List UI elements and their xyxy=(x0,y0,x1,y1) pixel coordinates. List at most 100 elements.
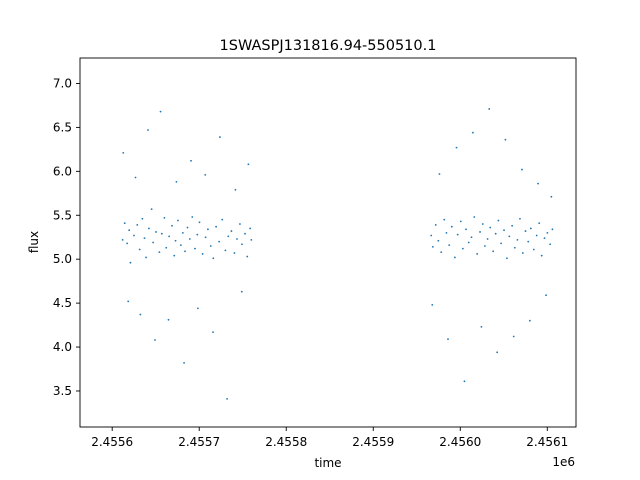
data-point xyxy=(155,231,157,233)
data-point xyxy=(249,227,252,230)
data-point xyxy=(508,235,511,238)
data-point xyxy=(480,325,483,328)
data-point xyxy=(527,240,530,243)
data-point xyxy=(516,238,519,241)
data-point xyxy=(512,335,515,338)
data-point xyxy=(459,220,462,223)
data-point xyxy=(471,131,474,134)
data-point xyxy=(241,243,243,246)
data-point xyxy=(549,243,552,246)
data-point xyxy=(168,235,171,238)
data-point xyxy=(224,249,227,252)
data-point xyxy=(123,222,126,225)
y-tick-label: 4.0 xyxy=(53,340,72,354)
data-point xyxy=(141,217,144,220)
data-point xyxy=(194,247,196,250)
x-tick-label: 2.4558 xyxy=(265,435,307,449)
data-point xyxy=(465,228,467,231)
data-point xyxy=(134,176,137,179)
data-point xyxy=(511,224,514,227)
plot-frame xyxy=(79,57,577,428)
data-point xyxy=(492,250,495,253)
data-point xyxy=(227,235,230,238)
data-point xyxy=(152,241,154,244)
data-point xyxy=(521,252,524,254)
data-point xyxy=(519,217,521,220)
data-point xyxy=(463,380,466,383)
data-point xyxy=(207,228,209,231)
data-point xyxy=(129,261,132,264)
data-point xyxy=(448,244,451,247)
data-point xyxy=(494,232,497,235)
data-point xyxy=(179,244,182,247)
data-point xyxy=(218,240,221,243)
x-tick-label: 2.4560 xyxy=(439,435,481,449)
data-point xyxy=(212,257,215,260)
data-point xyxy=(481,223,484,225)
data-point xyxy=(486,238,489,240)
data-point xyxy=(212,331,214,334)
data-point xyxy=(226,397,228,400)
data-point xyxy=(145,256,147,259)
data-point xyxy=(201,253,204,255)
data-point xyxy=(476,253,479,255)
x-axis-label: time xyxy=(314,456,341,470)
data-point xyxy=(173,254,176,257)
data-point xyxy=(163,217,166,219)
y-axis: 3.5 4.0 4.5 5.0 5.5 6.0 6.5 7.0 xyxy=(53,76,80,398)
data-point xyxy=(456,233,459,236)
data-point xyxy=(177,219,179,222)
data-point xyxy=(198,221,201,224)
data-point xyxy=(470,236,473,239)
data-point xyxy=(529,227,532,230)
data-point xyxy=(497,219,500,222)
data-point xyxy=(431,245,434,248)
data-point xyxy=(181,231,184,234)
data-point xyxy=(450,225,453,228)
data-point xyxy=(128,229,131,232)
y-tick-label: 4.5 xyxy=(53,296,72,310)
data-point xyxy=(535,234,538,237)
x-tick-label: 2.4556 xyxy=(91,435,133,449)
data-point xyxy=(133,234,135,237)
data-point xyxy=(239,223,241,225)
data-point xyxy=(503,229,505,232)
y-axis-label: flux xyxy=(27,231,41,253)
data-point xyxy=(504,138,507,141)
data-point xyxy=(204,236,207,239)
data-point xyxy=(543,237,546,240)
data-point xyxy=(139,313,142,316)
y-tick-label: 3.5 xyxy=(53,384,72,398)
data-point xyxy=(186,226,189,229)
y-tick-label: 6.5 xyxy=(53,120,72,134)
data-point xyxy=(506,257,508,260)
data-point xyxy=(197,307,199,310)
data-point xyxy=(473,216,476,218)
data-point xyxy=(438,173,441,175)
data-point xyxy=(236,238,238,240)
data-point xyxy=(246,255,249,258)
data-point xyxy=(221,218,224,221)
data-point xyxy=(483,245,486,247)
data-point xyxy=(188,238,191,240)
data-point xyxy=(160,232,163,235)
data-point xyxy=(154,339,156,341)
data-point xyxy=(455,146,458,149)
data-point xyxy=(430,234,433,237)
data-point xyxy=(136,224,139,226)
data-point xyxy=(437,239,440,242)
data-point xyxy=(537,182,539,185)
data-point xyxy=(496,351,499,354)
data-point xyxy=(138,248,141,251)
data-point xyxy=(521,168,523,171)
data-point xyxy=(445,231,448,234)
x-axis-offset-label: 1e6 xyxy=(552,455,575,469)
y-tick-label: 6.0 xyxy=(53,164,72,178)
data-point xyxy=(447,338,449,341)
data-point xyxy=(524,230,527,232)
data-point xyxy=(244,232,246,235)
data-point xyxy=(488,108,491,110)
x-axis: 2.4556 2.4557 2.4558 2.4559 2.4560 2.4561 xyxy=(91,427,568,449)
